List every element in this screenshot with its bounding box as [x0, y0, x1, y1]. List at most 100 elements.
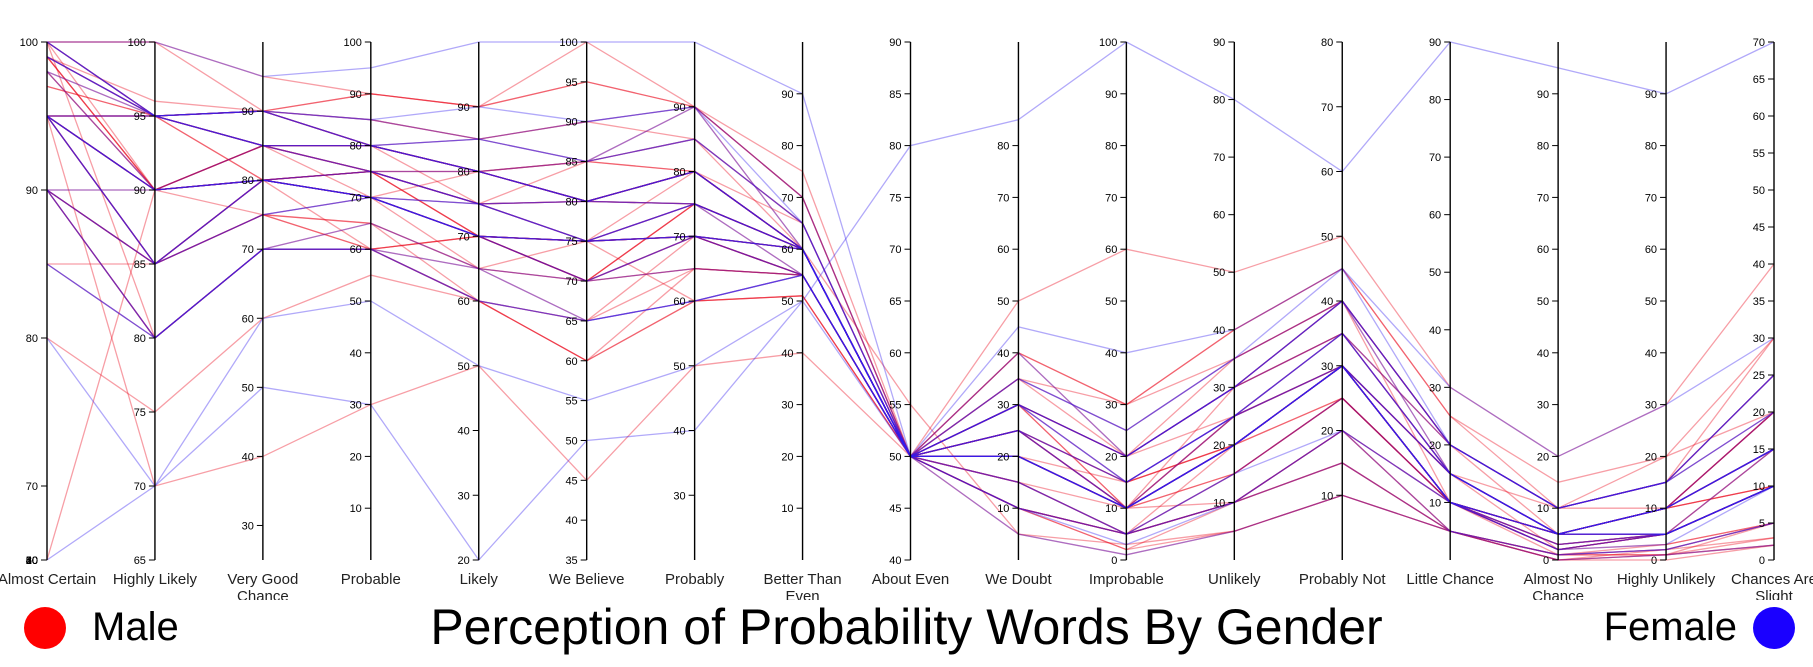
tick-label: 10: [26, 555, 38, 567]
tick-label: 90: [458, 102, 470, 114]
tick-label: 45: [889, 503, 901, 515]
axis-probable: 10 20 30 40 50 60 70 80 90 100 Probable: [341, 37, 401, 588]
axis-unlikely: 10 20 30 40 50 60 70 80 90 Unlikely: [1208, 37, 1261, 588]
axis-highly-unlikely: 0 10 20 30 40 50 60 70 80 90 Highly Unlikely: [1617, 42, 1716, 588]
axis-label: Probable: [341, 571, 401, 588]
axis-highly-likely: 65 70 75 80 85 90 95 100 Highly Likely: [113, 37, 198, 588]
tick-label: 20: [1645, 451, 1657, 463]
tick-label: 10: [1429, 497, 1441, 509]
tick-label: 20: [997, 451, 1009, 463]
tick-label: 50: [1213, 267, 1225, 279]
axis-label: Even: [785, 588, 819, 600]
tick-label: 85: [565, 157, 577, 169]
tick-label: 100: [559, 37, 577, 49]
tick-label: 55: [1753, 148, 1765, 160]
axis-label: Almost No: [1524, 571, 1593, 588]
axis-label: Very Good: [227, 571, 298, 588]
tick-label: 85: [134, 259, 146, 271]
tick-label: 40: [673, 426, 685, 438]
legend-female-label: Female: [1603, 605, 1737, 649]
axis-label: We Doubt: [985, 571, 1052, 588]
tick-label: 90: [1537, 89, 1549, 101]
axis-label: Probably Not: [1299, 571, 1387, 588]
axis-label: Chances Are: [1731, 571, 1813, 588]
tick-label: 70: [242, 244, 254, 256]
tick-label: 65: [889, 296, 901, 308]
tick-label: 90: [673, 102, 685, 114]
tick-label: 90: [350, 89, 362, 101]
tick-label: 50: [889, 451, 901, 463]
tick-label: 60: [26, 555, 38, 567]
axis-label: About Even: [872, 571, 950, 588]
axis-label: Little Chance: [1406, 571, 1494, 588]
tick-label: 50: [1321, 231, 1333, 243]
tick-label: 60: [242, 313, 254, 325]
tick-label: 60: [889, 348, 901, 360]
axis-label: Probably: [665, 571, 725, 588]
tick-label: 70: [997, 192, 1009, 204]
tick-label: 90: [1429, 37, 1441, 49]
tick-label: 70: [1645, 192, 1657, 204]
legend-male-label: Male: [92, 605, 179, 649]
tick-label: 70: [565, 276, 577, 288]
axis-label: Chance: [1532, 588, 1584, 600]
tick-label: 90: [1213, 37, 1225, 49]
tick-label: 40: [26, 555, 38, 567]
tick-label: 0: [1759, 555, 1765, 567]
tick-label: 45: [565, 475, 577, 487]
tick-label: 30: [350, 400, 362, 412]
tick-label: 10: [1105, 503, 1117, 515]
axis-probably: 30 40 50 60 70 80 90 Probably: [665, 42, 725, 588]
tick-label: 30: [1537, 400, 1549, 412]
tick-label: 80: [1429, 95, 1441, 107]
tick-label: 75: [889, 192, 901, 204]
tick-label: 60: [1645, 244, 1657, 256]
tick-label: 70: [458, 231, 470, 243]
tick-label: 20: [1753, 407, 1765, 419]
tick-label: 70: [1105, 192, 1117, 204]
tick-label: 20: [1213, 440, 1225, 452]
tick-label: 15: [1753, 444, 1765, 456]
tick-label: 90: [26, 185, 38, 197]
tick-label: 60: [1429, 210, 1441, 222]
tick-label: 80: [565, 196, 577, 208]
tick-label: 50: [1753, 185, 1765, 197]
tick-label: 35: [565, 555, 577, 567]
tick-label: 50: [997, 296, 1009, 308]
tick-label: 80: [134, 333, 146, 345]
tick-label: 85: [889, 89, 901, 101]
axis-chances-are-slight: 0 5 10 15 20 25 30 35 40 45 50 55 60 65 70 Chances AreS…: [1731, 37, 1813, 600]
tick-label: 60: [1105, 244, 1117, 256]
tick-label: 40: [1105, 348, 1117, 360]
tick-label: 80: [997, 141, 1009, 153]
tick-label: 50: [350, 296, 362, 308]
tick-label: 70: [1213, 152, 1225, 164]
tick-label: 35: [1753, 296, 1765, 308]
tick-label: 95: [134, 111, 146, 123]
axis-label: We Believe: [549, 571, 625, 588]
tick-label: 60: [1213, 210, 1225, 222]
tick-label: 90: [889, 37, 901, 49]
tick-label: 0: [1111, 555, 1117, 567]
tick-label: 70: [134, 481, 146, 493]
tick-label: 10: [1213, 497, 1225, 509]
tick-label: 50: [673, 361, 685, 373]
tick-label: 40: [781, 348, 793, 360]
tick-label: 90: [134, 185, 146, 197]
tick-label: 70: [889, 244, 901, 256]
tick-label: 50: [565, 435, 577, 447]
tick-label: 5: [1759, 518, 1765, 530]
tick-label: 70: [1753, 37, 1765, 49]
axis-label: Chance: [237, 588, 289, 600]
tick-label: 30: [26, 555, 38, 567]
axis-little-chance: 10 20 30 40 50 60 70 80 90 Little Chance: [1406, 37, 1494, 588]
tick-label: 20: [1429, 440, 1441, 452]
tick-label: 30: [1753, 333, 1765, 345]
tick-label: 95: [565, 77, 577, 89]
tick-label: 90: [1645, 89, 1657, 101]
tick-label: 50: [1429, 267, 1441, 279]
